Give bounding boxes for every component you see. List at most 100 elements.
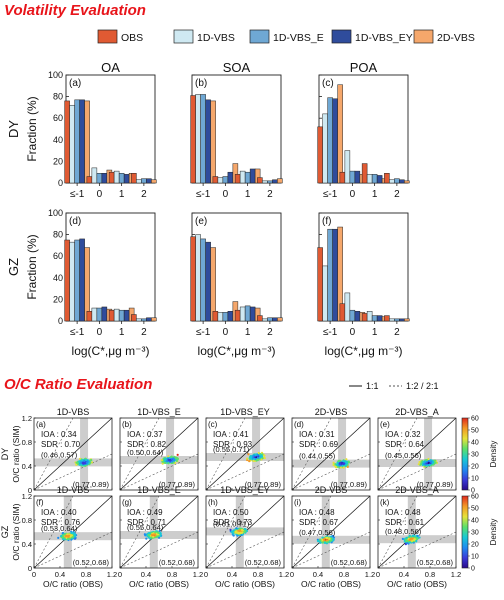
bar xyxy=(79,238,85,322)
obs-mean-label: (0.77,0.89) xyxy=(73,480,110,489)
density-point xyxy=(159,531,162,535)
x-tick-label: 0.4 xyxy=(313,570,323,579)
sim-mean-label: (0.46,0.57) xyxy=(41,450,78,459)
density-point xyxy=(167,458,170,462)
bar xyxy=(394,178,400,184)
sdr-label: SDR : 0.93 xyxy=(213,440,253,449)
x-tick-label: 0 xyxy=(32,570,36,579)
sdr-label: SDR : 0.76 xyxy=(41,518,81,527)
scatter-frame xyxy=(205,495,285,569)
x-tick-label: 0 xyxy=(204,570,208,579)
y-axis-title: Fraction (%) xyxy=(25,234,39,299)
density-point xyxy=(73,537,76,540)
density-point xyxy=(261,457,264,460)
bar xyxy=(262,180,268,184)
bar xyxy=(339,303,346,322)
density-point xyxy=(73,535,77,538)
legend-label: 1D-VBS_E xyxy=(273,32,324,44)
density-point xyxy=(406,541,409,545)
ref-line-2to1 xyxy=(33,417,74,491)
x-tick-label: ≤-1 xyxy=(70,327,85,338)
bar xyxy=(384,173,390,184)
colorbar-title: Density xyxy=(489,441,498,468)
density-point xyxy=(338,464,342,467)
bar xyxy=(212,311,219,322)
panel-tag: (f) xyxy=(36,498,44,507)
density-point xyxy=(423,463,426,466)
x-tick-label: 1 xyxy=(245,189,251,200)
x-axis-title: log(C*,μg m⁻³) xyxy=(72,344,150,358)
bar xyxy=(389,318,395,322)
sdr-label: SDR : 0.67 xyxy=(299,518,339,527)
density-point xyxy=(427,457,430,461)
density-point xyxy=(85,461,88,464)
density-point xyxy=(339,459,342,462)
panel-tag: (a) xyxy=(36,420,46,429)
y-tick-label: 20 xyxy=(53,294,63,304)
obs-mean-label: (0.77,0.89) xyxy=(331,480,368,489)
x-tick-label: 0.8 xyxy=(167,570,177,579)
density-point xyxy=(236,531,240,535)
bar xyxy=(267,180,273,184)
density-point xyxy=(152,535,155,538)
row-label: DY xyxy=(0,448,10,461)
bar xyxy=(322,113,328,184)
density-point xyxy=(78,463,81,466)
density-point xyxy=(148,531,151,535)
density-point xyxy=(83,459,86,463)
density-point xyxy=(419,463,422,466)
panel-tag: (b) xyxy=(122,420,132,429)
density-point xyxy=(409,538,412,541)
ioa-label: IOA : 0.50 xyxy=(213,508,249,517)
density-point xyxy=(319,541,322,544)
x-tick-label: 2 xyxy=(141,327,147,338)
bar xyxy=(113,308,120,322)
density-point xyxy=(430,460,433,463)
density-point xyxy=(325,539,328,542)
density-point xyxy=(235,530,238,533)
density-point xyxy=(316,539,320,543)
density-point xyxy=(150,533,154,536)
ioa-label: IOA : 0.37 xyxy=(127,430,163,439)
x-tick-label: 2 xyxy=(267,189,273,200)
ref-line-2to1 xyxy=(119,417,160,491)
density-point xyxy=(263,456,266,460)
colorbar-tick-label: 20 xyxy=(471,542,479,549)
scatter-title: 1D-VBS xyxy=(57,485,90,495)
bar xyxy=(234,174,241,184)
density-point xyxy=(347,460,350,463)
bar xyxy=(234,309,241,322)
density-point xyxy=(252,455,255,458)
section-title-volatility: Volatility Evaluation xyxy=(4,2,146,19)
density-point xyxy=(67,535,70,539)
ioa-label: IOA : 0.40 xyxy=(41,508,77,517)
density-point xyxy=(327,540,330,543)
density-point xyxy=(164,461,167,464)
scatter-title: 2D-VBS xyxy=(315,485,348,495)
scatter-frame xyxy=(33,495,113,569)
scatter-frame xyxy=(377,495,457,569)
density-point xyxy=(254,453,257,456)
bar xyxy=(337,84,343,184)
density-point xyxy=(401,537,404,540)
bar xyxy=(317,126,323,184)
density-point xyxy=(250,457,253,460)
density-point xyxy=(158,529,161,533)
panel-tag: (c) xyxy=(208,420,218,429)
x-axis-title: log(C*,μg m⁻³) xyxy=(198,344,276,358)
density-point xyxy=(90,461,94,464)
x-axis-title: O/C ratio (OBS) xyxy=(215,579,275,589)
colorbar xyxy=(461,495,469,569)
scatter-title: 2D-VBS xyxy=(315,407,348,417)
sim-band xyxy=(378,459,456,467)
ioa-label: IOA : 0.48 xyxy=(385,508,421,517)
density-point xyxy=(335,466,338,469)
legend-label: 1:2 / 2:1 xyxy=(406,381,439,391)
ref-line-1to1 xyxy=(205,417,285,491)
scatter-frame xyxy=(291,495,371,569)
x-tick-label: 2 xyxy=(141,189,147,200)
density-point xyxy=(80,463,83,466)
bar xyxy=(123,309,130,322)
density-point xyxy=(342,459,345,463)
bar xyxy=(200,238,206,322)
